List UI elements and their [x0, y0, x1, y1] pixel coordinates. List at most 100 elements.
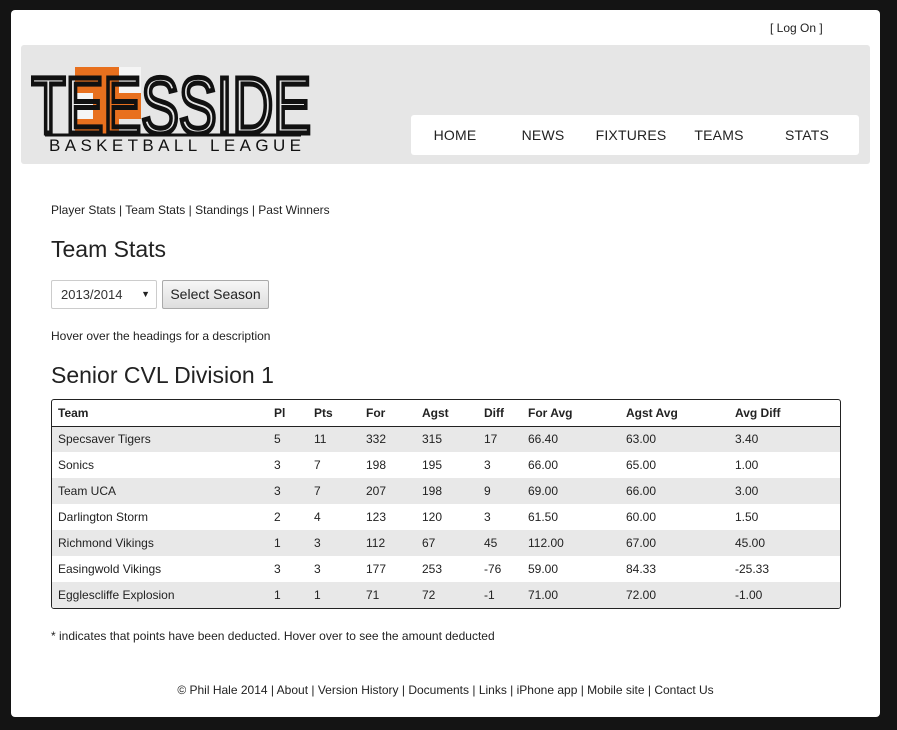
- table-cell: 66.40: [522, 426, 620, 452]
- team-cell[interactable]: Richmond Vikings: [52, 530, 268, 556]
- column-header[interactable]: Diff: [478, 400, 522, 427]
- column-header[interactable]: Pl: [268, 400, 308, 427]
- column-header[interactable]: For Avg: [522, 400, 620, 427]
- table-cell: 3.40: [729, 426, 840, 452]
- hover-hint: Hover over the headings for a descriptio…: [51, 329, 271, 343]
- table-cell: 45: [478, 530, 522, 556]
- table-cell: 332: [360, 426, 416, 452]
- subnav-standings[interactable]: Standings: [195, 203, 249, 217]
- table-cell: 3: [274, 458, 281, 472]
- table-cell: -25.33: [735, 562, 770, 576]
- table-cell: 84.33: [626, 562, 657, 576]
- table-row: Easingwold Vikings 3 3 177 253 -76 59.00…: [52, 556, 840, 582]
- logo-wordmark: TEESSIDE: [31, 61, 311, 150]
- page-title: Team Stats: [51, 236, 167, 262]
- table-cell: -1.00: [729, 582, 840, 608]
- login-link[interactable]: [ Log On ]: [770, 21, 823, 35]
- table-cell: 1: [268, 530, 308, 556]
- column-header[interactable]: For: [360, 400, 416, 427]
- table-cell: 3: [268, 478, 308, 504]
- footer-link-documents[interactable]: Documents: [408, 683, 470, 697]
- nav-news[interactable]: NEWS: [521, 127, 565, 143]
- table-cell: 1.50: [735, 510, 759, 524]
- site-header: TEESSIDE BASKETBALL LEAGUE HOME NEWS FIX…: [21, 45, 870, 164]
- table-cell: 1: [308, 582, 360, 608]
- table-cell: 3: [308, 530, 360, 556]
- table-cell: 11: [308, 426, 360, 452]
- table-row: Egglescliffe Explosion 1 1 71 72 -1 71.0…: [52, 582, 840, 608]
- footer-link-version-history[interactable]: Version History: [317, 683, 399, 697]
- column-header[interactable]: Pts: [308, 400, 360, 427]
- site-logo[interactable]: TEESSIDE BASKETBALL LEAGUE: [29, 57, 314, 156]
- subnav-separator: |: [115, 203, 126, 217]
- season-select-value: 2013/2014: [61, 287, 123, 302]
- table-cell: -76: [484, 562, 502, 576]
- footer-link-mobile-site[interactable]: Mobile site: [587, 683, 645, 697]
- table-cell: 3: [484, 458, 491, 472]
- division-title: Senior CVL Division 1: [51, 362, 274, 388]
- column-header[interactable]: Team: [52, 400, 268, 427]
- table-cell: 61.50: [528, 510, 559, 524]
- subnav-player-stats[interactable]: Player Stats: [51, 203, 116, 217]
- team-cell[interactable]: Team UCA: [52, 478, 268, 504]
- table-cell: 71: [360, 582, 416, 608]
- stats-subnav: Player Stats | Team Stats | Standings | …: [51, 203, 330, 217]
- footer-link-links[interactable]: Links: [478, 683, 507, 697]
- table-cell: 195: [422, 458, 443, 472]
- column-header[interactable]: Agst: [416, 400, 478, 427]
- table-cell: 253: [422, 562, 443, 576]
- footer-link-iphone-app[interactable]: iPhone app: [516, 683, 578, 697]
- table-cell: 45.00: [729, 530, 840, 556]
- team-cell[interactable]: Egglescliffe Explosion: [52, 582, 268, 608]
- table-cell: 2: [274, 510, 281, 524]
- subnav-separator: |: [248, 203, 259, 217]
- table-row: Darlington Storm 2 4 123 120 3 61.50 60.…: [52, 504, 840, 530]
- team-cell[interactable]: Darlington Storm: [58, 510, 149, 524]
- table-row: Team UCA 3 7 207 198 9 69.00 66.00 3.00: [52, 478, 840, 504]
- table-cell: 59.00: [528, 562, 559, 576]
- table-cell: 5: [268, 426, 308, 452]
- nav-home[interactable]: HOME: [433, 127, 477, 143]
- nav-fixtures[interactable]: FIXTURES: [595, 127, 667, 143]
- table-cell: 198: [366, 458, 387, 472]
- subnav-team-stats[interactable]: Team Stats: [125, 203, 186, 217]
- team-cell[interactable]: Sonics: [58, 458, 95, 472]
- table-cell: 67: [416, 530, 478, 556]
- table-cell: 3.00: [729, 478, 840, 504]
- table-cell: 72: [416, 582, 478, 608]
- table-cell: 1.00: [735, 458, 759, 472]
- table-cell: 3: [484, 510, 491, 524]
- footer-link-about[interactable]: About: [276, 683, 309, 697]
- team-stats-table: Team Pl Pts For Agst Diff For Avg Agst A…: [51, 399, 841, 609]
- logo-orange-blocks: [75, 67, 141, 135]
- table-cell: 123: [366, 510, 387, 524]
- team-cell[interactable]: Easingwold Vikings: [58, 562, 162, 576]
- chevron-down-icon: ▼: [141, 289, 150, 299]
- table-cell: -1: [478, 582, 522, 608]
- table-cell: 315: [416, 426, 478, 452]
- table-row: Richmond Vikings 1 3 112 67 45 112.00 67…: [52, 530, 840, 556]
- table-cell: 71.00: [522, 582, 620, 608]
- points-deducted-note: * indicates that points have been deduct…: [51, 629, 495, 643]
- season-select[interactable]: 2013/2014 ▼: [51, 280, 157, 309]
- table-cell: 69.00: [522, 478, 620, 504]
- footer-link-contact-us[interactable]: Contact Us: [654, 683, 714, 697]
- nav-teams[interactable]: TEAMS: [694, 127, 744, 143]
- subnav-past-winners[interactable]: Past Winners: [258, 203, 330, 217]
- column-header[interactable]: Agst Avg: [620, 400, 729, 427]
- table-cell: 112: [360, 530, 416, 556]
- table-cell: 4: [314, 510, 321, 524]
- column-header[interactable]: Avg Diff: [729, 400, 840, 427]
- table-cell: 198: [416, 478, 478, 504]
- table-cell: 177: [366, 562, 387, 576]
- table-cell: 1: [268, 582, 308, 608]
- table-cell: 120: [422, 510, 443, 524]
- nav-stats[interactable]: STATS: [784, 127, 830, 143]
- table-header-row: Team Pl Pts For Agst Diff For Avg Agst A…: [52, 400, 840, 427]
- select-season-button[interactable]: Select Season: [162, 280, 269, 309]
- team-cell[interactable]: Specsaver Tigers: [52, 426, 268, 452]
- table-cell: 63.00: [620, 426, 729, 452]
- table-cell: 207: [360, 478, 416, 504]
- table-cell: 65.00: [626, 458, 657, 472]
- table-cell: 7: [314, 458, 321, 472]
